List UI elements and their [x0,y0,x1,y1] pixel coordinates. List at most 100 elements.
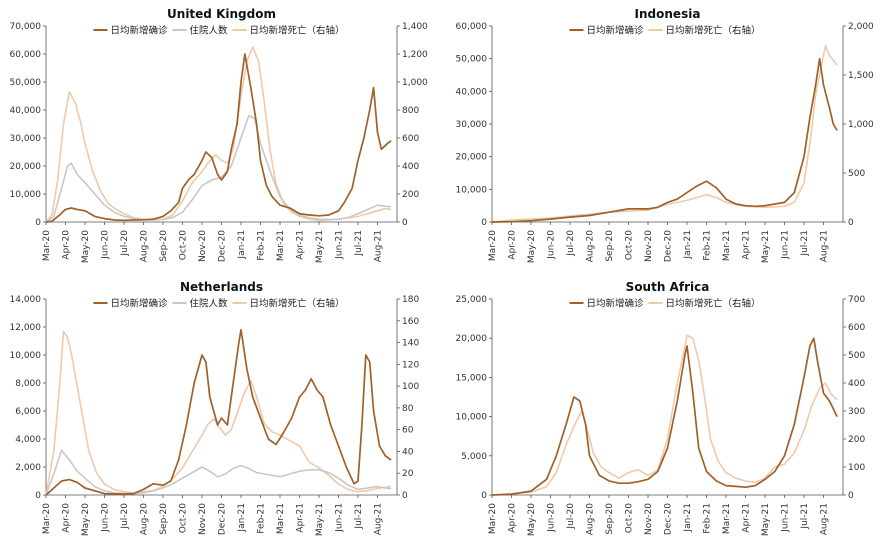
left-tick-label: 5,000 [461,452,487,462]
left-tick-label: 60,000 [456,22,488,32]
x-tick-label: Mar-21 [722,503,732,534]
left-tick-label: 30,000 [10,134,42,144]
x-tick-label: Dec-20 [217,503,227,535]
x-tick-label: Jun-21 [334,230,344,260]
x-tick-label: Feb-21 [256,230,266,261]
x-tick-label: Aug-20 [139,503,149,536]
x-tick-label: May-20 [81,503,91,536]
x-tick-label: May-20 [527,230,537,263]
right-tick-label: 160 [402,317,419,327]
left-tick-label: 0 [481,218,487,228]
x-tick-label: Aug-20 [585,230,595,263]
right-tick-label: 1,000 [402,78,428,88]
right-tick-label: 0 [402,218,408,228]
x-tick-label: Jul-21 [354,503,364,530]
chart-panel-south-africa: South Africa 日均新增确诊 日均新增死亡（右轴） 0 5,000 10,000… [456,280,866,536]
left-tick-label: 6,000 [15,407,41,417]
right-tick-label: 100 [848,463,865,473]
right-tick-label: 140 [402,339,419,349]
left-tick-label: 2,000 [15,463,41,473]
right-tick-label: 0 [848,218,854,228]
x-tick-label: Mar-20 [488,230,498,261]
x-tick-label: Jun-20 [100,503,110,533]
left-tick-label: 0 [481,491,487,501]
chart-title: South Africa [626,280,710,294]
x-tick-label: Dec-20 [663,503,673,535]
chart-title: Indonesia [635,7,701,21]
right-tick-label: 600 [848,323,865,333]
x-tick-label: Sep-20 [159,230,169,262]
chart-legend: 日均新增确诊 日均新增死亡（右轴） [569,298,761,310]
chart-panel-netherlands: Netherlands 日均新增确诊 住院人数 日均新增死亡（右轴） 0 2,000 4,0… [10,280,420,536]
right-tick-label: 1,400 [402,22,428,32]
x-tick-label: Jul-21 [800,230,810,257]
chart-legend: 日均新增确诊 日均新增死亡（右轴） [569,25,761,37]
x-tick-label: Mar-21 [276,503,286,534]
legend-label-cases: 日均新增确诊 [111,25,169,37]
x-tick-label: Apr-20 [61,503,71,533]
x-tick-label: Nov-20 [198,503,208,535]
x-tick-label: Aug-20 [585,503,595,536]
left-tick-label: 10,000 [10,190,42,200]
x-tick-label: Jun-21 [780,230,790,260]
right-tick-label: 1,500 [848,71,874,81]
left-tick-label: 25,000 [456,295,488,305]
left-tick-label: 0 [35,218,41,228]
chart-title: Netherlands [180,280,263,294]
chart-panel-united-kingdom: United Kingdom 日均新增确诊 住院人数 日均新增死亡（右轴） 0 10,00… [10,7,429,263]
chart-legend: 日均新增确诊 住院人数 日均新增死亡（右轴） [93,25,345,37]
legend-label-deaths: 日均新增死亡（右轴） [666,298,761,310]
left-tick-label: 4,000 [15,435,41,445]
right-tick-label: 500 [848,169,865,179]
series-line-deaths [491,334,838,496]
x-tick-label: Apr-21 [295,503,305,533]
x-tick-label: Jul-20 [566,230,576,257]
left-tick-label: 70,000 [10,22,42,32]
legend-label-deaths: 日均新增死亡（右轴） [666,25,761,37]
x-tick-label: Nov-20 [644,503,654,535]
x-tick-label: Mar-20 [42,230,52,261]
right-tick-label: 200 [848,435,865,445]
legend-label-cases: 日均新增确诊 [587,25,645,37]
x-tick-label: Jan-21 [237,230,247,260]
right-tick-label: 600 [402,134,419,144]
right-tick-label: 400 [402,162,419,172]
x-tick-label: Jun-20 [100,230,110,260]
x-tick-label: Mar-21 [276,230,286,261]
x-tick-label: Sep-20 [605,230,615,262]
left-tick-label: 10,000 [456,185,488,195]
legend-label-hosp: 住院人数 [190,298,229,310]
x-tick-label: May-21 [761,503,771,536]
left-tick-label: 50,000 [10,78,42,88]
series-line-deaths [491,44,838,223]
left-tick-label: 30,000 [456,120,488,130]
left-tick-label: 15,000 [456,373,488,383]
right-tick-label: 200 [402,190,419,200]
x-tick-label: Jun-21 [334,503,344,533]
x-tick-label: Feb-21 [256,503,266,534]
chart-title: United Kingdom [167,7,276,21]
x-tick-label: Jul-20 [120,230,130,257]
x-tick-label: Sep-20 [159,503,169,535]
chart-panel-indonesia: Indonesia 日均新增确诊 日均新增死亡（右轴） 0 10,000 20,000 30… [456,7,875,263]
right-tick-label: 180 [402,295,419,305]
x-tick-label: Oct-20 [178,230,188,261]
x-tick-label: Dec-20 [217,230,227,262]
x-tick-label: Jul-20 [120,503,130,530]
x-tick-label: Aug-21 [819,503,829,535]
right-tick-label: 60 [402,426,414,436]
x-tick-label: Nov-20 [198,230,208,262]
right-tick-label: 120 [402,360,419,370]
right-tick-label: 400 [848,379,865,389]
series-line-cases [491,57,838,223]
right-tick-label: 0 [402,491,408,501]
x-tick-label: Apr-20 [507,503,517,533]
left-tick-label: 40,000 [456,87,488,97]
x-tick-label: May-20 [81,230,91,263]
x-tick-label: Jul-20 [566,503,576,530]
x-tick-label: Apr-20 [507,230,517,260]
x-tick-label: May-21 [315,230,325,263]
x-tick-label: Aug-20 [139,230,149,263]
x-tick-label: Apr-21 [741,503,751,533]
